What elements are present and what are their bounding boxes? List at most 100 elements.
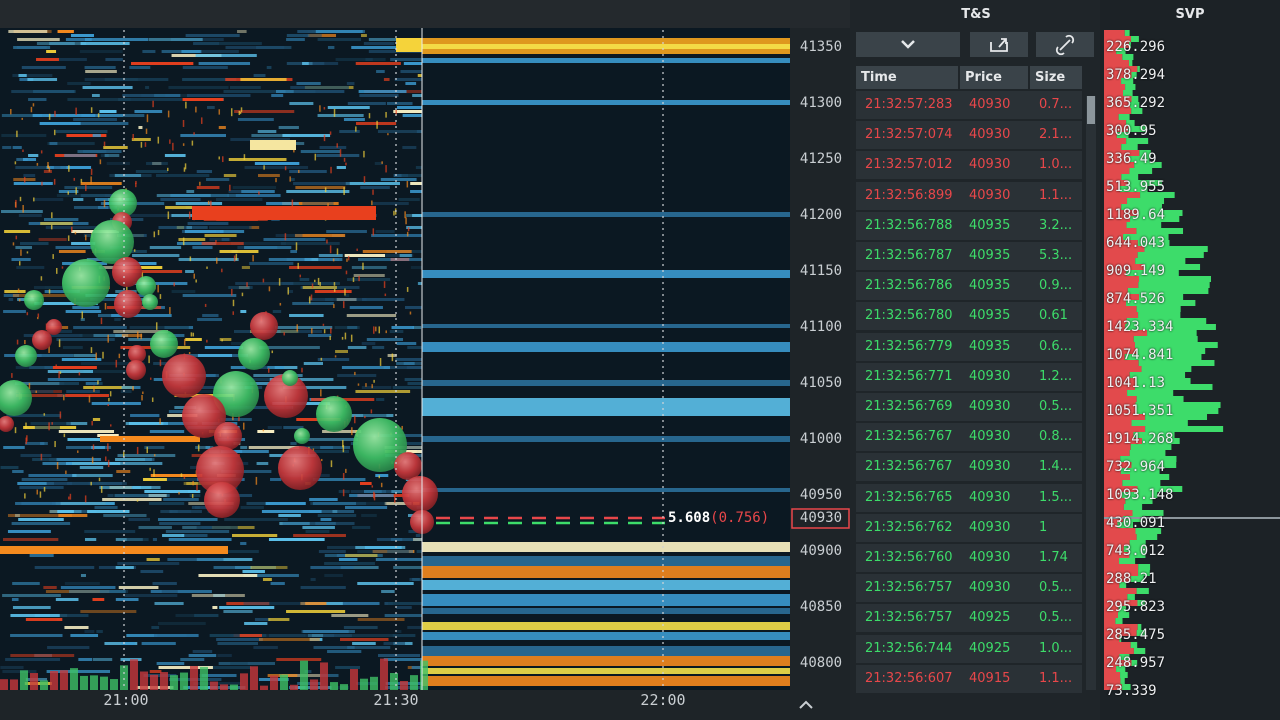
liquidity-cell [380,178,417,181]
liquidity-cell [149,246,182,249]
trade-speck [378,475,381,479]
trade-bubble [394,452,422,480]
trade-time: 21:32:56:760 [865,550,953,565]
trade-bubble [278,446,322,490]
trade-speck [191,140,194,146]
trade-speck [240,107,243,112]
liquidity-cell [345,554,378,557]
ts-row[interactable]: 21:32:56:757 40925 0.5... [856,604,1082,633]
trade-speck [210,200,212,206]
trade-price: 40930 [969,489,1011,505]
ts-row[interactable]: 21:32:56:767 40930 0.8... [856,423,1082,452]
svp-buy [1131,420,1188,426]
liquidity-band [422,398,790,416]
ts-row[interactable]: 21:32:56:899 40930 1.1... [856,181,1082,210]
trade-speck [63,394,65,401]
liquidity-cell [336,166,346,169]
ts-row[interactable]: 21:32:56:765 40930 1.5... [856,483,1082,512]
ts-row[interactable]: 21:32:57:283 40930 0.7... [856,91,1082,119]
trade-speck [363,150,365,158]
ts-row[interactable]: 21:32:56:771 40930 1.2... [856,362,1082,391]
liquidity-cell [45,590,110,593]
trade-bubble [62,259,110,307]
ts-row[interactable]: 21:32:56:779 40935 0.6... [856,332,1082,361]
trade-price: 40915 [969,670,1011,686]
liquidity-cell [374,162,383,165]
liquidity-cell [71,242,96,245]
svp-sell [1104,330,1148,336]
ts-row[interactable]: 21:32:56:757 40930 0.5... [856,574,1082,603]
dropdown-button[interactable] [856,32,960,57]
trade-speck [383,281,386,288]
trade-speck [133,249,136,252]
liquidity-cell [148,494,167,497]
ts-row[interactable]: 21:32:56:760 40930 1.74 [856,544,1082,572]
trade-speck [32,103,35,107]
ts-row[interactable]: 21:32:56:780 40935 0.61 [856,302,1082,331]
large-order [250,140,296,150]
expand-icon[interactable] [799,700,813,709]
svp-sell [1104,498,1126,504]
time-label: 22:00 [640,691,686,709]
svp-buy [1138,360,1215,366]
export-button[interactable] [970,32,1028,57]
large-order [0,546,228,554]
ts-row[interactable]: 21:32:56:787 40935 5.3... [856,242,1082,270]
liquidity-cell [158,226,208,229]
ts-row[interactable]: 21:32:57:012 40930 1.0... [856,151,1082,180]
ts-row[interactable]: 21:32:56:767 40930 1.4... [856,453,1082,482]
ts-row[interactable]: 21:32:56:607 40915 1.1... [856,664,1082,693]
trade-time: 21:32:56:607 [865,670,953,686]
svp-sell [1104,240,1138,246]
liquidity-cell [51,502,115,505]
price-label: 41350 [799,39,843,55]
liquidity-cell [412,326,422,329]
scrollbar-thumb[interactable] [1087,96,1095,124]
liquidity-cell [162,534,185,537]
liquidity-cell [67,82,91,85]
volume-bar [250,666,258,692]
trade-speck [271,350,274,354]
liquidity-cell [227,194,258,197]
trade-speck [342,489,345,497]
liquidity-cell [123,594,178,597]
ts-row[interactable]: 21:32:56:744 40925 1.0... [856,634,1082,663]
column-header[interactable]: Price [960,66,1028,89]
liquidity-cell [293,534,346,537]
column-header[interactable]: Size [1030,66,1082,89]
liquidity-cell [150,474,203,477]
trade-speck [157,284,159,293]
trade-time: 21:32:56:744 [865,640,953,656]
column-header[interactable]: Time [856,66,958,89]
liquidity-band [422,542,790,552]
svp-sell [1104,72,1132,78]
link-button[interactable] [1036,32,1094,57]
liquidity-cell [15,354,74,357]
ts-row[interactable]: 21:32:56:769 40930 0.5... [856,393,1082,421]
liquidity-cell [307,634,335,637]
liquidity-cell [58,250,86,253]
liquidity-cell [28,98,47,101]
liquidity-cell [142,478,199,481]
trade-size: 1.0... [1039,640,1073,656]
volume-bar [140,671,148,692]
svp-buy [1131,36,1139,42]
trade-speck [141,394,143,401]
trade-speck [343,157,346,162]
trade-speck [320,458,323,462]
price-label: 41050 [799,375,843,391]
liquidity-cell [223,90,286,93]
trade-speck [350,334,353,342]
trade-speck [246,282,248,287]
ts-row[interactable]: 21:32:56:786 40935 0.9... [856,272,1082,301]
trade-speck [16,130,18,138]
ts-row[interactable]: 21:32:57:074 40930 2.1... [856,121,1082,150]
liquidity-cell [274,366,298,369]
liquidity-cell [219,250,259,253]
trade-time: 21:32:56:787 [865,248,953,263]
ts-row[interactable]: 21:32:56:762 40930 1 [856,513,1082,542]
liquidity-cell [65,394,109,397]
trade-speck [135,180,137,184]
liquidity-cell [58,514,88,517]
ts-row[interactable]: 21:32:56:788 40935 3.2... [856,211,1082,240]
